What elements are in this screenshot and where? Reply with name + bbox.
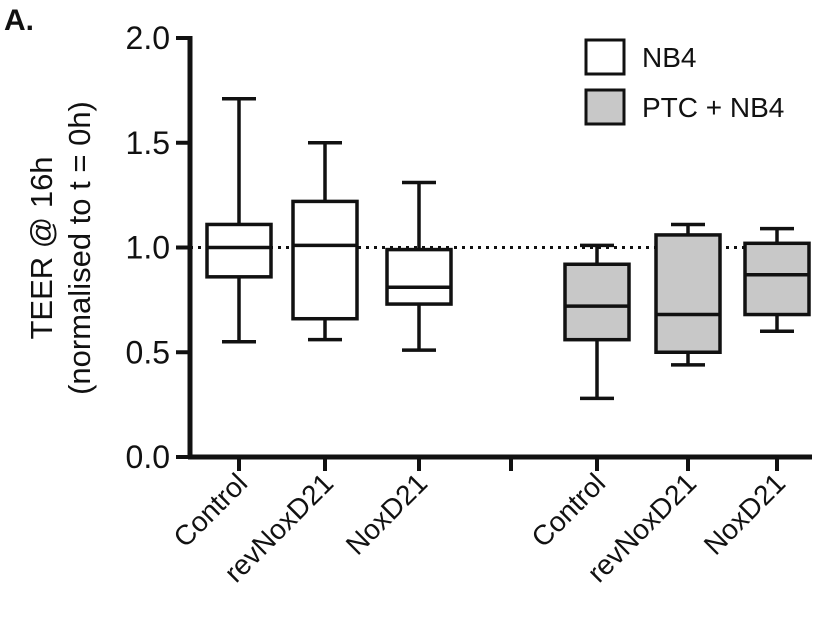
axes-group xyxy=(187,36,812,471)
box-iqr xyxy=(291,199,359,321)
box-iqr xyxy=(385,247,453,306)
legend-swatch-ptc-nb4 xyxy=(584,88,626,126)
box-iqr xyxy=(654,233,722,354)
y-tick-label: 0.5 xyxy=(126,334,170,370)
x-tick-label: Control xyxy=(167,467,253,553)
y-axis-ticks: 0.0 0.5 1.0 1.5 2.0 xyxy=(126,20,190,475)
y-tick-label: 1.5 xyxy=(126,125,170,161)
box-ptc-nb4-revnoxd21 xyxy=(654,222,722,367)
y-tick-label: 2.0 xyxy=(126,20,170,56)
box-nb4-noxd21 xyxy=(385,180,453,352)
box-nb4-control xyxy=(205,97,273,344)
box-ptc-nb4-control xyxy=(563,243,631,401)
y-tick-label: 1.0 xyxy=(126,230,170,266)
boxes-group xyxy=(205,97,811,401)
legend-label-nb4: NB4 xyxy=(642,42,696,73)
y-axis-sublabel: (normalised to t = 0h) xyxy=(62,101,97,395)
box-iqr xyxy=(205,222,273,279)
x-tick-label: NoxD21 xyxy=(340,467,433,560)
legend: NB4 PTC + NB4 xyxy=(584,38,784,126)
box-nb4-revnoxd21 xyxy=(291,141,359,342)
x-tick-label: Control xyxy=(525,467,611,553)
box-iqr xyxy=(563,262,631,342)
legend-label-ptc-nb4: PTC + NB4 xyxy=(642,92,784,123)
x-tick-label: NoxD21 xyxy=(698,467,791,560)
panel-label: A. xyxy=(4,4,34,37)
legend-swatch-nb4 xyxy=(584,38,626,76)
y-tick-label: 0.0 xyxy=(126,439,170,475)
box-ptc-nb4-noxd21 xyxy=(743,226,811,334)
box-iqr xyxy=(743,241,811,317)
y-axis-label: TEER @ 16h xyxy=(24,156,59,339)
